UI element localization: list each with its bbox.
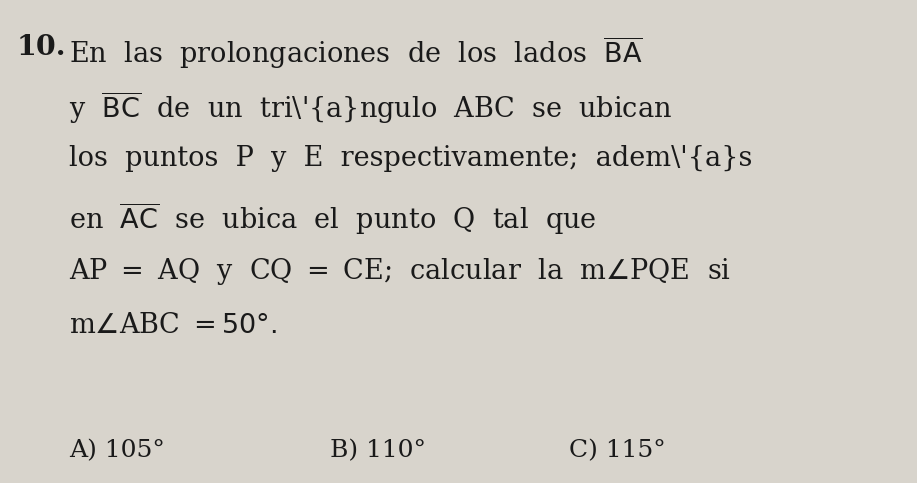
Text: C) 115°: C) 115° [569, 440, 666, 462]
Text: los  puntos  P  y  E  respectivamente;  adem\'{a}s: los puntos P y E respectivamente; adem\'… [69, 145, 752, 172]
Text: 10.: 10. [17, 34, 66, 61]
Text: AP $=$ AQ  y  CQ $=$ CE;  calcular  la  m$\angle$PQE  si: AP $=$ AQ y CQ $=$ CE; calcular la m$\an… [69, 256, 731, 287]
Text: En  las  prolongaciones  de  los  lados  $\overline{\mathrm{BA}}$: En las prolongaciones de los lados $\ove… [69, 34, 643, 71]
Text: m$\angle$ABC $= 50°.$: m$\angle$ABC $= 50°.$ [69, 312, 277, 339]
Text: y  $\overline{\mathrm{BC}}$  de  un  tri\'{a}ngulo  ABC  se  ubican: y $\overline{\mathrm{BC}}$ de un tri\'{a… [69, 89, 672, 126]
Text: en  $\overline{\mathrm{AC}}$  se  ubica  el  punto  Q  tal  que: en $\overline{\mathrm{AC}}$ se ubica el … [69, 200, 596, 237]
Text: A) 105°: A) 105° [69, 440, 165, 462]
Text: B) 110°: B) 110° [330, 440, 426, 462]
